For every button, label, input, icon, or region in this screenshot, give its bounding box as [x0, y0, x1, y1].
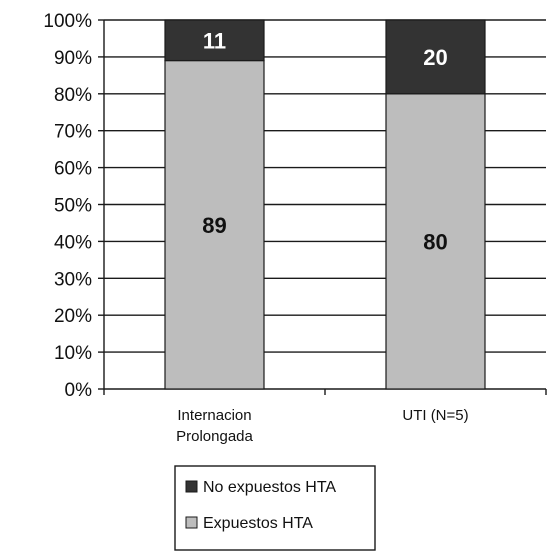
data-label: 20 [423, 45, 447, 70]
x-category-label: Prolongada [176, 428, 253, 445]
y-tick-label: 80% [54, 85, 92, 106]
y-tick-label: 10% [54, 343, 92, 364]
y-tick-label: 0% [65, 380, 93, 401]
y-tick-label: 100% [43, 11, 92, 32]
data-label: 80 [423, 229, 447, 254]
y-tick-label: 70% [54, 122, 92, 143]
bar-segment-no-expuestos-hta [385, 19, 486, 95]
y-tick-label: 90% [54, 48, 92, 69]
bar-segment-expuestos-hta [164, 59, 265, 390]
bar-segment-no-expuestos-hta [164, 19, 265, 62]
y-tick-label: 20% [54, 306, 92, 327]
data-label: 89 [202, 213, 226, 238]
legend-label: No expuestos HTA [203, 479, 336, 496]
data-label: 11 [203, 28, 226, 53]
y-tick-label: 60% [54, 159, 92, 180]
y-tick-label: 40% [54, 232, 92, 253]
legend-box [174, 465, 376, 551]
y-tick-label: 50% [54, 196, 92, 217]
bar-segment-expuestos-hta [385, 93, 486, 390]
y-tick-label: 30% [54, 269, 92, 290]
x-category-label: UTI (N=5) [402, 407, 468, 424]
legend-swatch [185, 480, 198, 493]
legend-label: Expuestos HTA [203, 515, 313, 532]
x-category-label: Internacion [177, 407, 251, 424]
legend-swatch [185, 516, 198, 529]
